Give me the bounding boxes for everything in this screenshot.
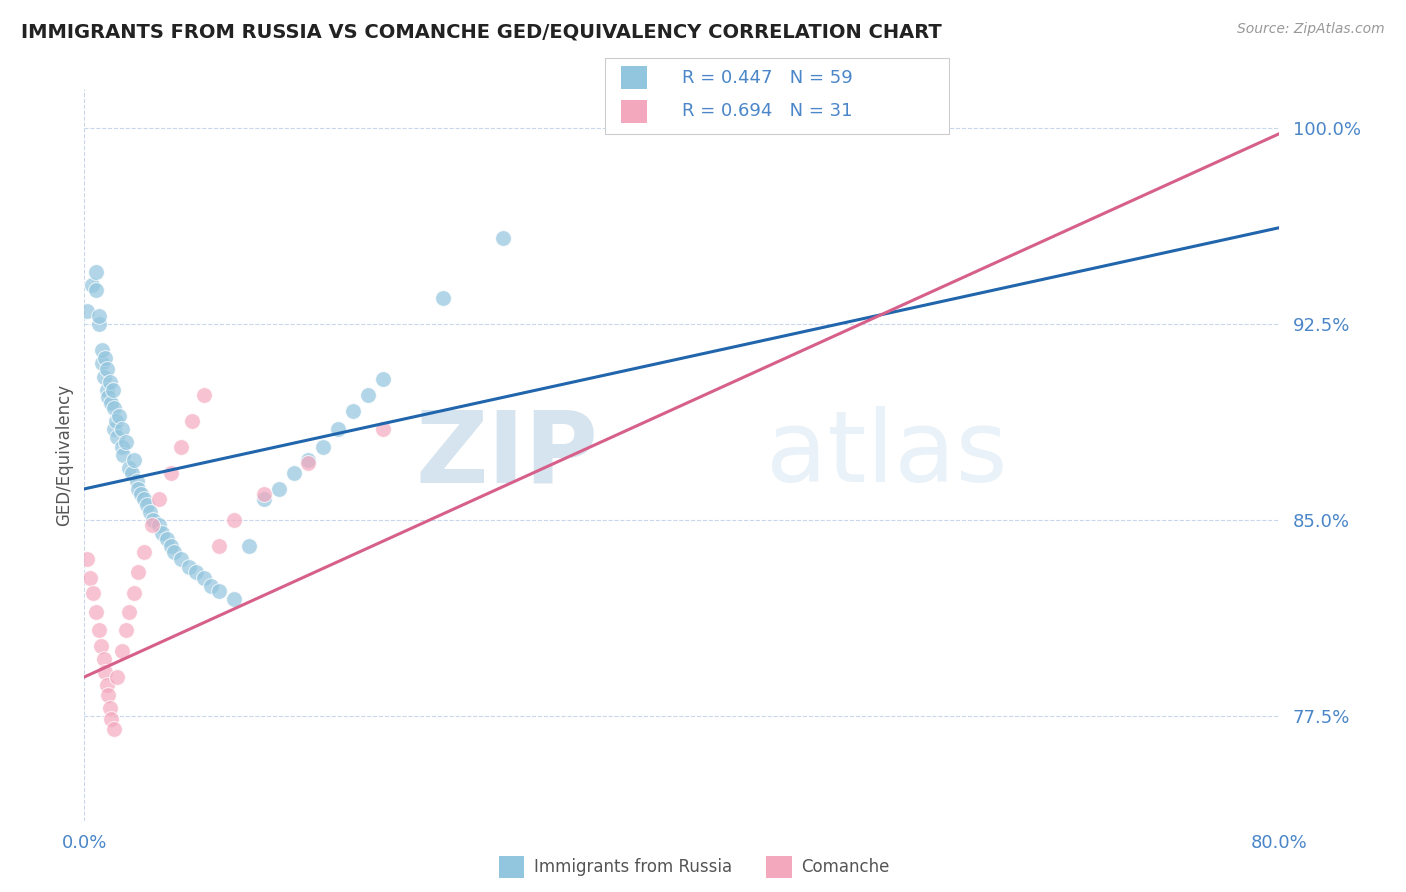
Point	[186, 566, 208, 580]
Text: R = 0.694   N = 31: R = 0.694 N = 31	[682, 103, 852, 120]
Point	[94, 351, 117, 366]
Point	[357, 388, 380, 402]
Point	[170, 552, 193, 566]
Point	[111, 422, 134, 436]
Point	[132, 492, 156, 507]
Point	[96, 361, 118, 376]
Point	[89, 623, 111, 637]
Point	[86, 265, 108, 279]
Point	[91, 343, 114, 358]
Point	[79, 571, 101, 585]
Point	[122, 586, 145, 600]
Text: atlas: atlas	[766, 407, 1007, 503]
Point	[94, 665, 117, 679]
Point	[105, 670, 128, 684]
Point	[238, 540, 260, 554]
Point	[148, 492, 170, 507]
Point	[115, 623, 138, 637]
Point	[222, 591, 245, 606]
Point	[148, 518, 170, 533]
Point	[142, 513, 165, 527]
Point	[90, 639, 112, 653]
Point	[100, 712, 122, 726]
Point	[82, 586, 104, 600]
Point	[208, 583, 231, 598]
Point	[155, 532, 177, 546]
Point	[267, 482, 290, 496]
Text: Source: ZipAtlas.com: Source: ZipAtlas.com	[1237, 22, 1385, 37]
Text: IMMIGRANTS FROM RUSSIA VS COMANCHE GED/EQUIVALENCY CORRELATION CHART: IMMIGRANTS FROM RUSSIA VS COMANCHE GED/E…	[21, 22, 942, 41]
Point	[111, 440, 134, 454]
Point	[80, 278, 103, 293]
Point	[373, 372, 395, 386]
Point	[492, 231, 515, 245]
Point	[111, 644, 134, 658]
Point	[76, 552, 98, 566]
Point	[297, 453, 319, 467]
Point	[170, 440, 193, 454]
Point	[328, 422, 350, 436]
Text: Comanche: Comanche	[801, 858, 890, 876]
Point	[163, 544, 186, 558]
Point	[297, 456, 319, 470]
Point	[112, 448, 135, 462]
Point	[208, 540, 231, 554]
Point	[93, 369, 115, 384]
Point	[253, 492, 276, 507]
Point	[193, 388, 215, 402]
Point	[432, 291, 454, 305]
Point	[98, 375, 121, 389]
Point	[97, 391, 120, 405]
Point	[125, 474, 148, 488]
Point	[98, 701, 121, 715]
Point	[100, 395, 122, 409]
Point	[103, 401, 125, 415]
Point	[86, 605, 108, 619]
Point	[193, 571, 215, 585]
Point	[160, 540, 183, 554]
Point	[96, 678, 118, 692]
Point	[132, 544, 156, 558]
Point	[107, 409, 129, 423]
Point	[342, 403, 364, 417]
Point	[86, 284, 108, 298]
Point	[160, 467, 183, 481]
Point	[121, 467, 143, 481]
Point	[136, 498, 159, 512]
Point	[141, 518, 163, 533]
Point	[118, 461, 141, 475]
Point	[104, 414, 127, 428]
Point	[150, 526, 173, 541]
Point	[103, 422, 125, 436]
Point	[76, 304, 98, 318]
Point	[89, 318, 111, 332]
Y-axis label: GED/Equivalency: GED/Equivalency	[55, 384, 73, 526]
Point	[283, 467, 305, 481]
Point	[139, 505, 162, 519]
Text: Immigrants from Russia: Immigrants from Russia	[534, 858, 733, 876]
Point	[89, 310, 111, 324]
Text: R = 0.447   N = 59: R = 0.447 N = 59	[682, 69, 852, 87]
Point	[115, 434, 138, 449]
Point	[93, 651, 115, 665]
Point	[312, 440, 335, 454]
Point	[373, 422, 395, 436]
Point	[103, 723, 125, 737]
Point	[200, 578, 222, 592]
Point	[177, 560, 200, 574]
Point	[127, 482, 149, 496]
Point	[101, 383, 124, 397]
Point	[181, 414, 204, 428]
Point	[127, 566, 149, 580]
Point	[118, 605, 141, 619]
Point	[253, 487, 276, 501]
Point	[96, 383, 118, 397]
Point	[105, 430, 128, 444]
Point	[97, 688, 120, 702]
Point	[91, 357, 114, 371]
Text: ZIP: ZIP	[415, 407, 599, 503]
Point	[129, 487, 152, 501]
Point	[122, 453, 145, 467]
Point	[222, 513, 245, 527]
